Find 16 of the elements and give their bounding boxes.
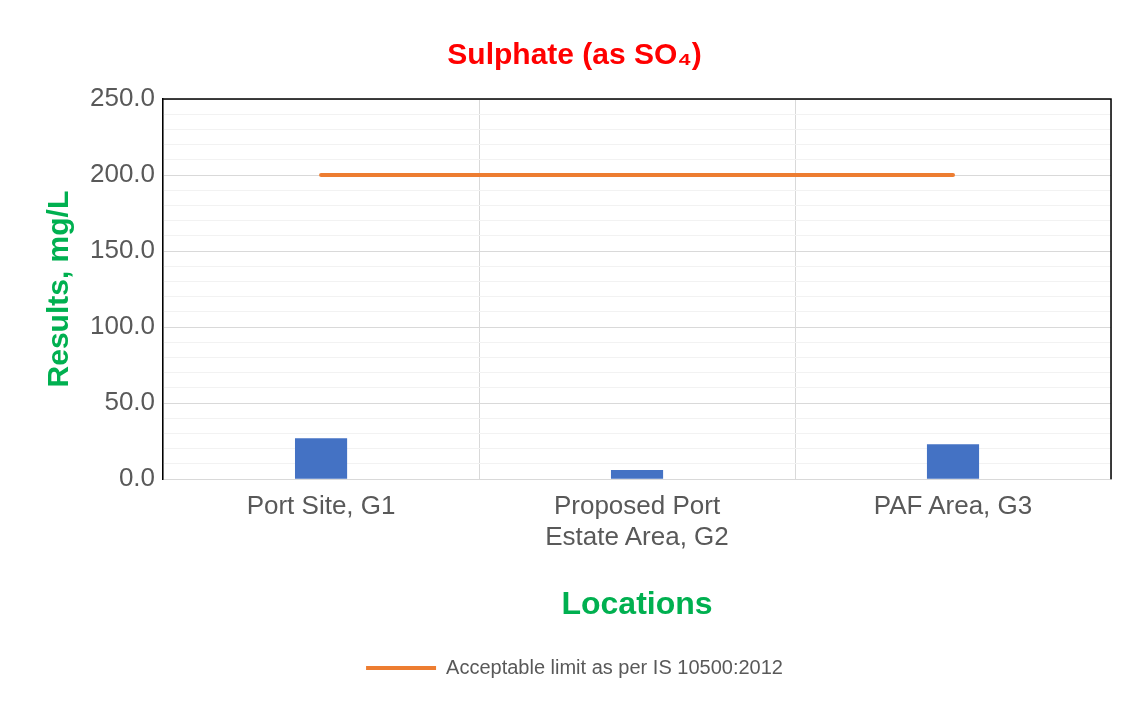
chart-title: Sulphate (as SO₄) xyxy=(447,37,702,71)
bar xyxy=(610,470,664,479)
legend-label: Acceptable limit as per IS 10500:2012 xyxy=(446,655,783,678)
x-tick-label: PAF Area, G3 xyxy=(873,489,1033,520)
y-tick-label: 0.0 xyxy=(118,462,156,493)
bar xyxy=(294,438,348,479)
y-tick-label: 50.0 xyxy=(104,386,156,417)
y-tick-label: 200.0 xyxy=(89,158,156,189)
x-axis-title: Locations xyxy=(561,584,713,621)
y-tick-label: 150.0 xyxy=(89,234,156,265)
y-tick-label: 250.0 xyxy=(89,82,156,113)
x-tick-label: Proposed Port Estate Area, G2 xyxy=(545,489,729,552)
y-tick-label: 100.0 xyxy=(89,310,156,341)
x-tick-label: Port Site, G1 xyxy=(246,489,396,520)
bar xyxy=(926,444,980,479)
y-axis-title: Results, mg/L xyxy=(41,190,75,388)
